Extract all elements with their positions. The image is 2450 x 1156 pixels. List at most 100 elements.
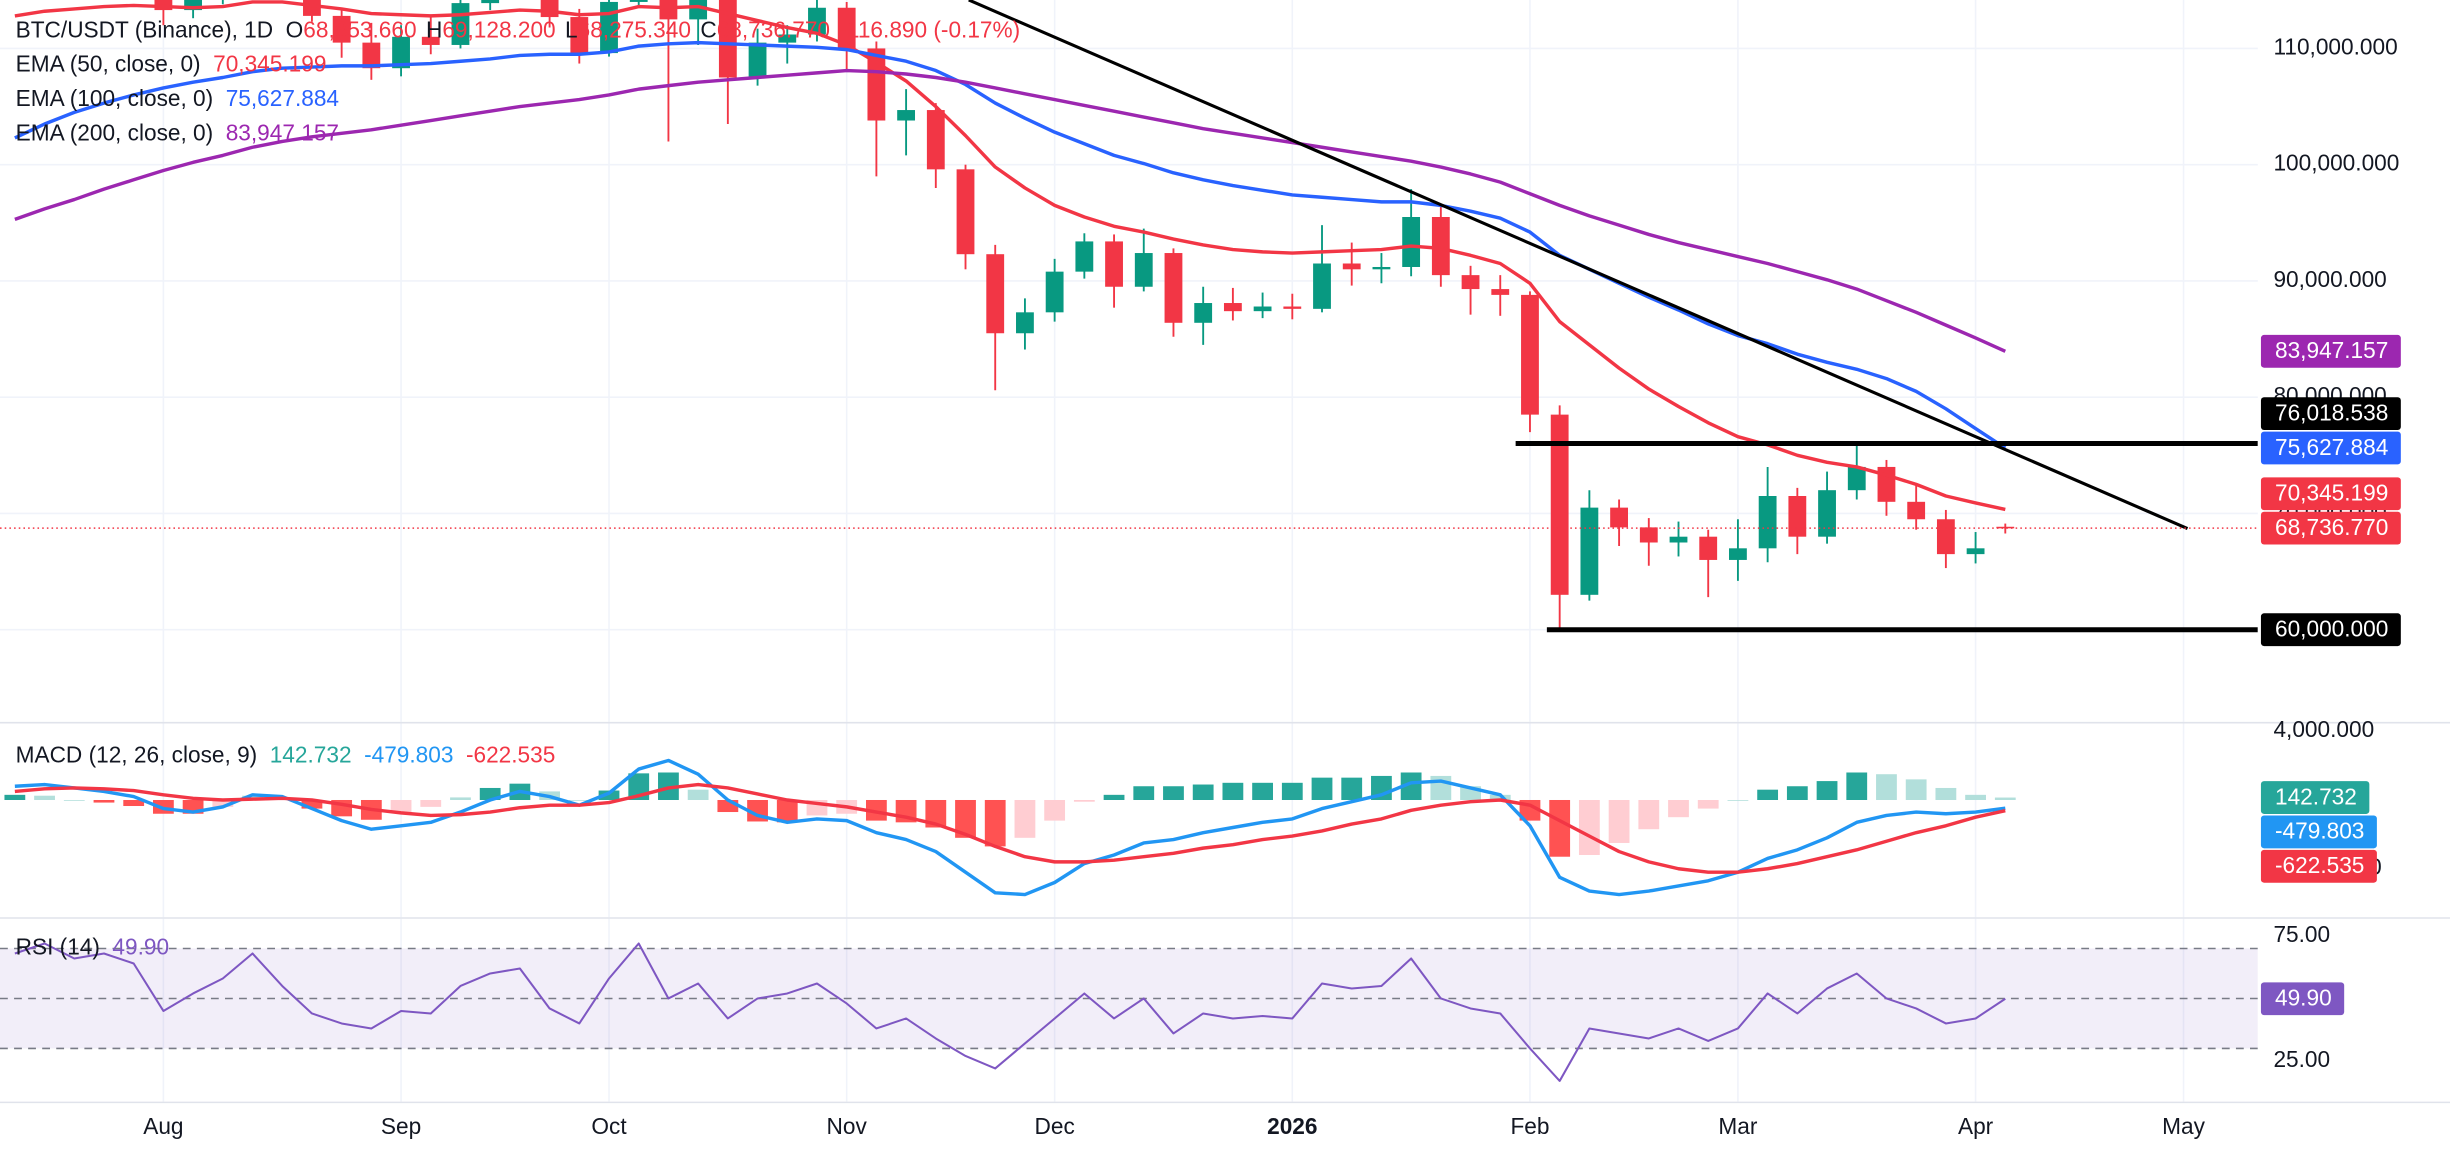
candle-body [956, 169, 975, 255]
candle-body [1669, 536, 1688, 543]
value-badge-label: 68,736.770 [2275, 514, 2388, 540]
legend-value: -622.535 [466, 741, 555, 767]
x-tick-label: Aug [143, 1113, 183, 1139]
candle-body [1016, 312, 1034, 334]
histogram-bar [1578, 799, 1600, 855]
candle-body [808, 7, 826, 35]
histogram-bar [598, 790, 620, 800]
candle-body [897, 110, 916, 121]
histogram-bar [1876, 774, 1897, 800]
histogram-bar [1281, 782, 1303, 800]
histogram-bar [1668, 799, 1689, 818]
overlay-layer: Aug Sep Oct Nov Dec 2026 Feb Mar Apr May 110,000.0… [16, 16, 2401, 1139]
candle-body [1580, 507, 1599, 595]
y-tick-label: 25.00 [2273, 1046, 2330, 1072]
legend-ohlc-value: 68,853.660 [303, 16, 416, 42]
candle-body [481, 0, 500, 4]
y-tick-label: 110,000.000 [2273, 33, 2397, 59]
histogram-bar [955, 799, 976, 838]
histogram-bar [1786, 786, 1808, 800]
legend-entry: RSI (14) 49.90 [16, 933, 169, 959]
candle-body [1639, 527, 1658, 543]
candle-body [1699, 536, 1718, 560]
legend-entry: MACD (12, 26, close, 9) 142.732 -479.803 -6… [16, 741, 556, 767]
candle-body [1729, 548, 1747, 560]
value-badge [2260, 781, 2370, 814]
candle-body [421, 36, 440, 45]
x-tick-label: Feb [1510, 1113, 1549, 1139]
value-badge [2260, 815, 2377, 849]
y-tick-label: 90,000.000 [2273, 266, 2386, 292]
candle-body [570, 17, 589, 54]
legend-title: RSI (14) [16, 933, 100, 959]
histogram-bar [1994, 797, 2016, 800]
legend-value: 83,947.157 [226, 119, 339, 145]
histogram-bar [1163, 786, 1184, 800]
trendline [968, 0, 2189, 530]
legend-name: EMA (100, close, 0) [16, 85, 214, 111]
histogram-bar [420, 799, 442, 807]
histogram-bar [776, 799, 798, 823]
histogram-bar [63, 799, 85, 801]
candle-body [1283, 306, 1302, 309]
ema-line [14, 0, 2006, 512]
candle-body [689, 0, 708, 20]
value-badge-label: 49.90 [2275, 984, 2332, 1010]
histogram-bar [1905, 779, 1927, 800]
x-tick-label: Dec [1035, 1113, 1075, 1139]
candle-body [1491, 289, 1510, 295]
histogram-bar [1727, 799, 1749, 801]
legend-ohlc-key: O [286, 16, 304, 42]
legend-ohlc-key: L [565, 16, 578, 42]
histogram-bar [450, 797, 471, 800]
legend-title: BTC/USDT (Binance), 1D [16, 16, 274, 42]
price-pane [0, 0, 2258, 633]
candle-body [1342, 263, 1361, 270]
candle-body [1045, 271, 1064, 313]
legend-value: 75,627.884 [226, 85, 339, 111]
ema-line [14, 68, 2007, 353]
candle-body [1461, 275, 1480, 290]
candle-body [748, 42, 767, 78]
candle-body [362, 42, 381, 69]
value-badge [2260, 431, 2401, 465]
candle-body [926, 110, 945, 170]
legend-title: MACD (12, 26, close, 9) [16, 741, 258, 767]
x-tick-label: Apr [1958, 1113, 1994, 1139]
histogram-bar [1549, 799, 1571, 857]
value-badge [2260, 982, 2345, 1016]
y-tick-label: 75.00 [2273, 921, 2330, 947]
candle-body [332, 15, 351, 43]
legend-value: 70,345.199 [213, 51, 326, 77]
histogram-bar [984, 799, 1006, 847]
candle-body [1253, 306, 1272, 312]
candle-body [1966, 548, 1985, 555]
candle-body [1818, 490, 1836, 537]
legend-ohlc-value: 69,128.200 [442, 16, 555, 42]
candle-body [1313, 263, 1331, 309]
candle-body [1431, 217, 1450, 276]
legend-entry: EMA (100, close, 0) 75,627.884 [16, 85, 339, 111]
candle-body [1372, 266, 1391, 270]
candle-body [540, 0, 559, 18]
candle-body [1550, 414, 1569, 595]
legend-name: EMA (50, close, 0) [16, 51, 201, 77]
legend-value: 49.90 [112, 933, 169, 959]
candle-body [1788, 496, 1807, 537]
x-tick-label: May [2162, 1113, 2205, 1139]
histogram-bar [34, 795, 55, 800]
legend-header: BTC/USDT (Binance), 1D O68,853.660 H69,128… [16, 16, 1021, 42]
candle-body [1075, 241, 1094, 272]
rsi-line [14, 942, 2006, 1082]
histogram-bar [1311, 777, 1333, 800]
legend-entry: EMA (200, close, 0) 83,947.157 [16, 119, 339, 145]
histogram-bar [1044, 799, 1066, 821]
candle-body [1521, 294, 1539, 415]
histogram-bar [1341, 777, 1363, 800]
rsi-pane [0, 942, 2258, 1082]
histogram-bar [4, 794, 26, 800]
histogram-bar [1192, 784, 1214, 800]
candle-body [1907, 501, 1926, 520]
